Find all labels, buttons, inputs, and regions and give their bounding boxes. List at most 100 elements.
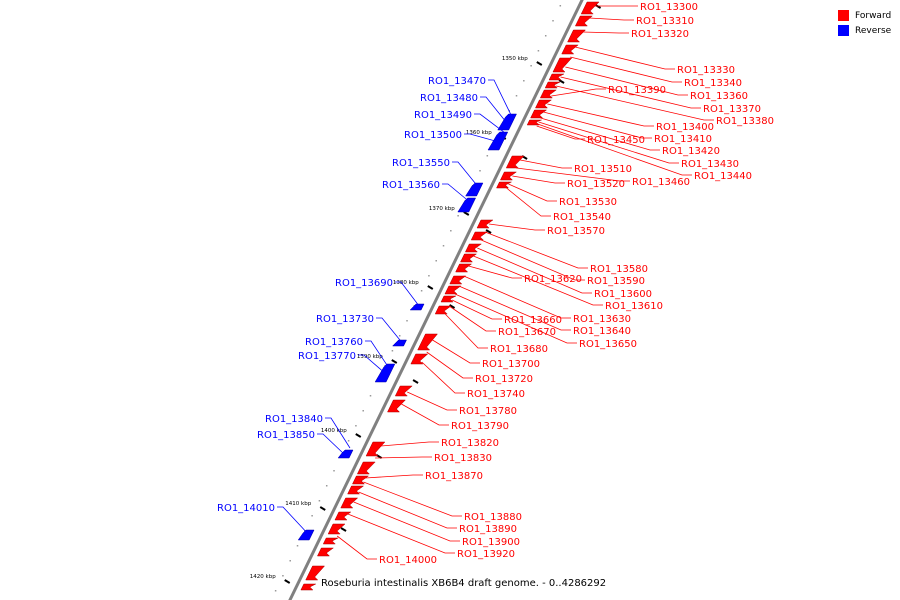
forward-leader-line (375, 456, 432, 459)
forward-leader-line (380, 441, 439, 447)
forward-gene-label: RO1_13420 (662, 146, 720, 157)
forward-leader-line (537, 123, 692, 176)
forward-leader-line (484, 231, 588, 269)
forward-gene-label: RO1_13310 (636, 16, 694, 27)
axis-tick (595, 4, 602, 9)
reverse-leader-line (464, 133, 500, 143)
scale-tick (391, 359, 398, 364)
legend-item-reverse: Reverse (838, 23, 891, 38)
axis-tick (449, 304, 456, 309)
ruler-dot (296, 545, 299, 547)
forward-leader-line (353, 501, 460, 542)
forward-gene-label: RO1_13540 (553, 212, 611, 223)
forward-gene-label: RO1_13430 (681, 159, 739, 170)
forward-gene-block (567, 29, 586, 43)
forward-leader-line (560, 76, 701, 109)
forward-gene-block (552, 57, 573, 73)
ruler-dot (523, 80, 525, 82)
forward-gene-block (322, 537, 339, 545)
forward-gene-block (305, 565, 326, 581)
ruler-dot (347, 440, 350, 442)
ruler-dot (289, 560, 291, 562)
forward-gene-label: RO1_13830 (434, 453, 492, 464)
forward-gene-label: RO1_13440 (694, 171, 752, 182)
forward-gene-label: RO1_14000 (379, 555, 437, 566)
forward-gene-label: RO1_13630 (573, 314, 631, 325)
reverse-swatch (838, 25, 849, 36)
forward-gene-label: RO1_13720 (475, 374, 533, 385)
forward-gene-block (539, 89, 557, 99)
forward-gene-label: RO1_13900 (462, 537, 520, 548)
forward-gene-block (464, 243, 483, 253)
reverse-gene-label: RO1_13470 (428, 76, 486, 87)
forward-gene-label: RO1_13400 (656, 122, 714, 133)
forward-gene-label: RO1_13530 (559, 197, 617, 208)
reverse-gene-block (487, 131, 509, 151)
forward-gene-label: RO1_13880 (464, 512, 522, 523)
reverse-gene-label: RO1_13760 (305, 337, 363, 348)
reverse-gene-label: RO1_13560 (382, 180, 440, 191)
scale-tick-label: 1410 kbp (285, 501, 311, 507)
forward-gene-block (530, 109, 548, 119)
forward-gene-block (455, 263, 473, 273)
reverse-gene-label: RO1_13480 (420, 93, 478, 104)
ruler-dot (486, 155, 489, 157)
forward-leader-line (551, 88, 606, 97)
ruler-dot (450, 230, 452, 232)
forward-leader-line (477, 247, 592, 294)
forward-leader-line (516, 167, 630, 182)
ruler-dot (428, 275, 430, 277)
forward-leader-line (508, 183, 557, 202)
axis-tick (558, 79, 565, 84)
ruler-dot (544, 35, 547, 37)
forward-gene-label: RO1_13340 (684, 78, 742, 89)
forward-gene-block (505, 155, 525, 169)
reverse-gene-block (497, 113, 517, 131)
forward-gene-label: RO1_13870 (425, 471, 483, 482)
scale-tick (427, 285, 434, 290)
scale-tick-label: 1360 kbp (466, 130, 492, 136)
ruler-dot (398, 335, 401, 337)
forward-gene-block (561, 44, 579, 55)
reverse-leader-line (325, 417, 351, 449)
forward-gene-label: RO1_13410 (654, 134, 712, 145)
ruler-dot (355, 425, 357, 427)
ruler-dot (420, 290, 423, 292)
forward-leader-line (506, 187, 551, 217)
forward-leader-line (363, 481, 462, 517)
forward-gene-block (300, 583, 316, 591)
scale-tick-label: 1420 kbp (250, 574, 276, 580)
reverse-gene-label: RO1_13850 (257, 430, 315, 441)
forward-gene-block (574, 15, 593, 27)
reverse-gene-label: RO1_13730 (316, 314, 374, 325)
forward-gene-block (317, 547, 335, 557)
forward-leader-line (451, 299, 502, 320)
forward-gene-label: RO1_13520 (567, 179, 625, 190)
genome-axis (288, 0, 584, 600)
reverse-leader-line (488, 79, 512, 117)
forward-leader-line (426, 351, 473, 379)
forward-gene-label: RO1_13590 (587, 276, 645, 287)
legend-label-forward: Forward (855, 10, 892, 21)
forward-gene-label: RO1_13790 (451, 421, 509, 432)
ruler-dot (537, 50, 540, 52)
axis-tick (340, 527, 347, 532)
reverse-gene-label: RO1_13490 (414, 110, 472, 121)
forward-leader-line (543, 111, 652, 139)
forward-leader-line (538, 121, 679, 164)
forward-leader-line (401, 403, 449, 426)
forward-gene-label: RO1_13890 (459, 524, 517, 535)
forward-leader-line (481, 239, 585, 281)
forward-gene-block (444, 285, 462, 295)
reverse-leader-line (395, 281, 420, 307)
scale-tick-label: 1350 kbp (502, 56, 528, 62)
reverse-gene-label: RO1_13500 (404, 130, 462, 141)
reverse-gene-label: RO1_13690 (335, 278, 393, 289)
scale-tick (284, 579, 291, 584)
forward-gene-label: RO1_13650 (579, 339, 637, 350)
forward-gene-block (440, 295, 457, 303)
forward-leader-line (473, 255, 603, 306)
forward-gene-label: RO1_13920 (457, 549, 515, 560)
forward-gene-label: RO1_13610 (605, 301, 663, 312)
forward-gene-label: RO1_13460 (632, 177, 690, 188)
